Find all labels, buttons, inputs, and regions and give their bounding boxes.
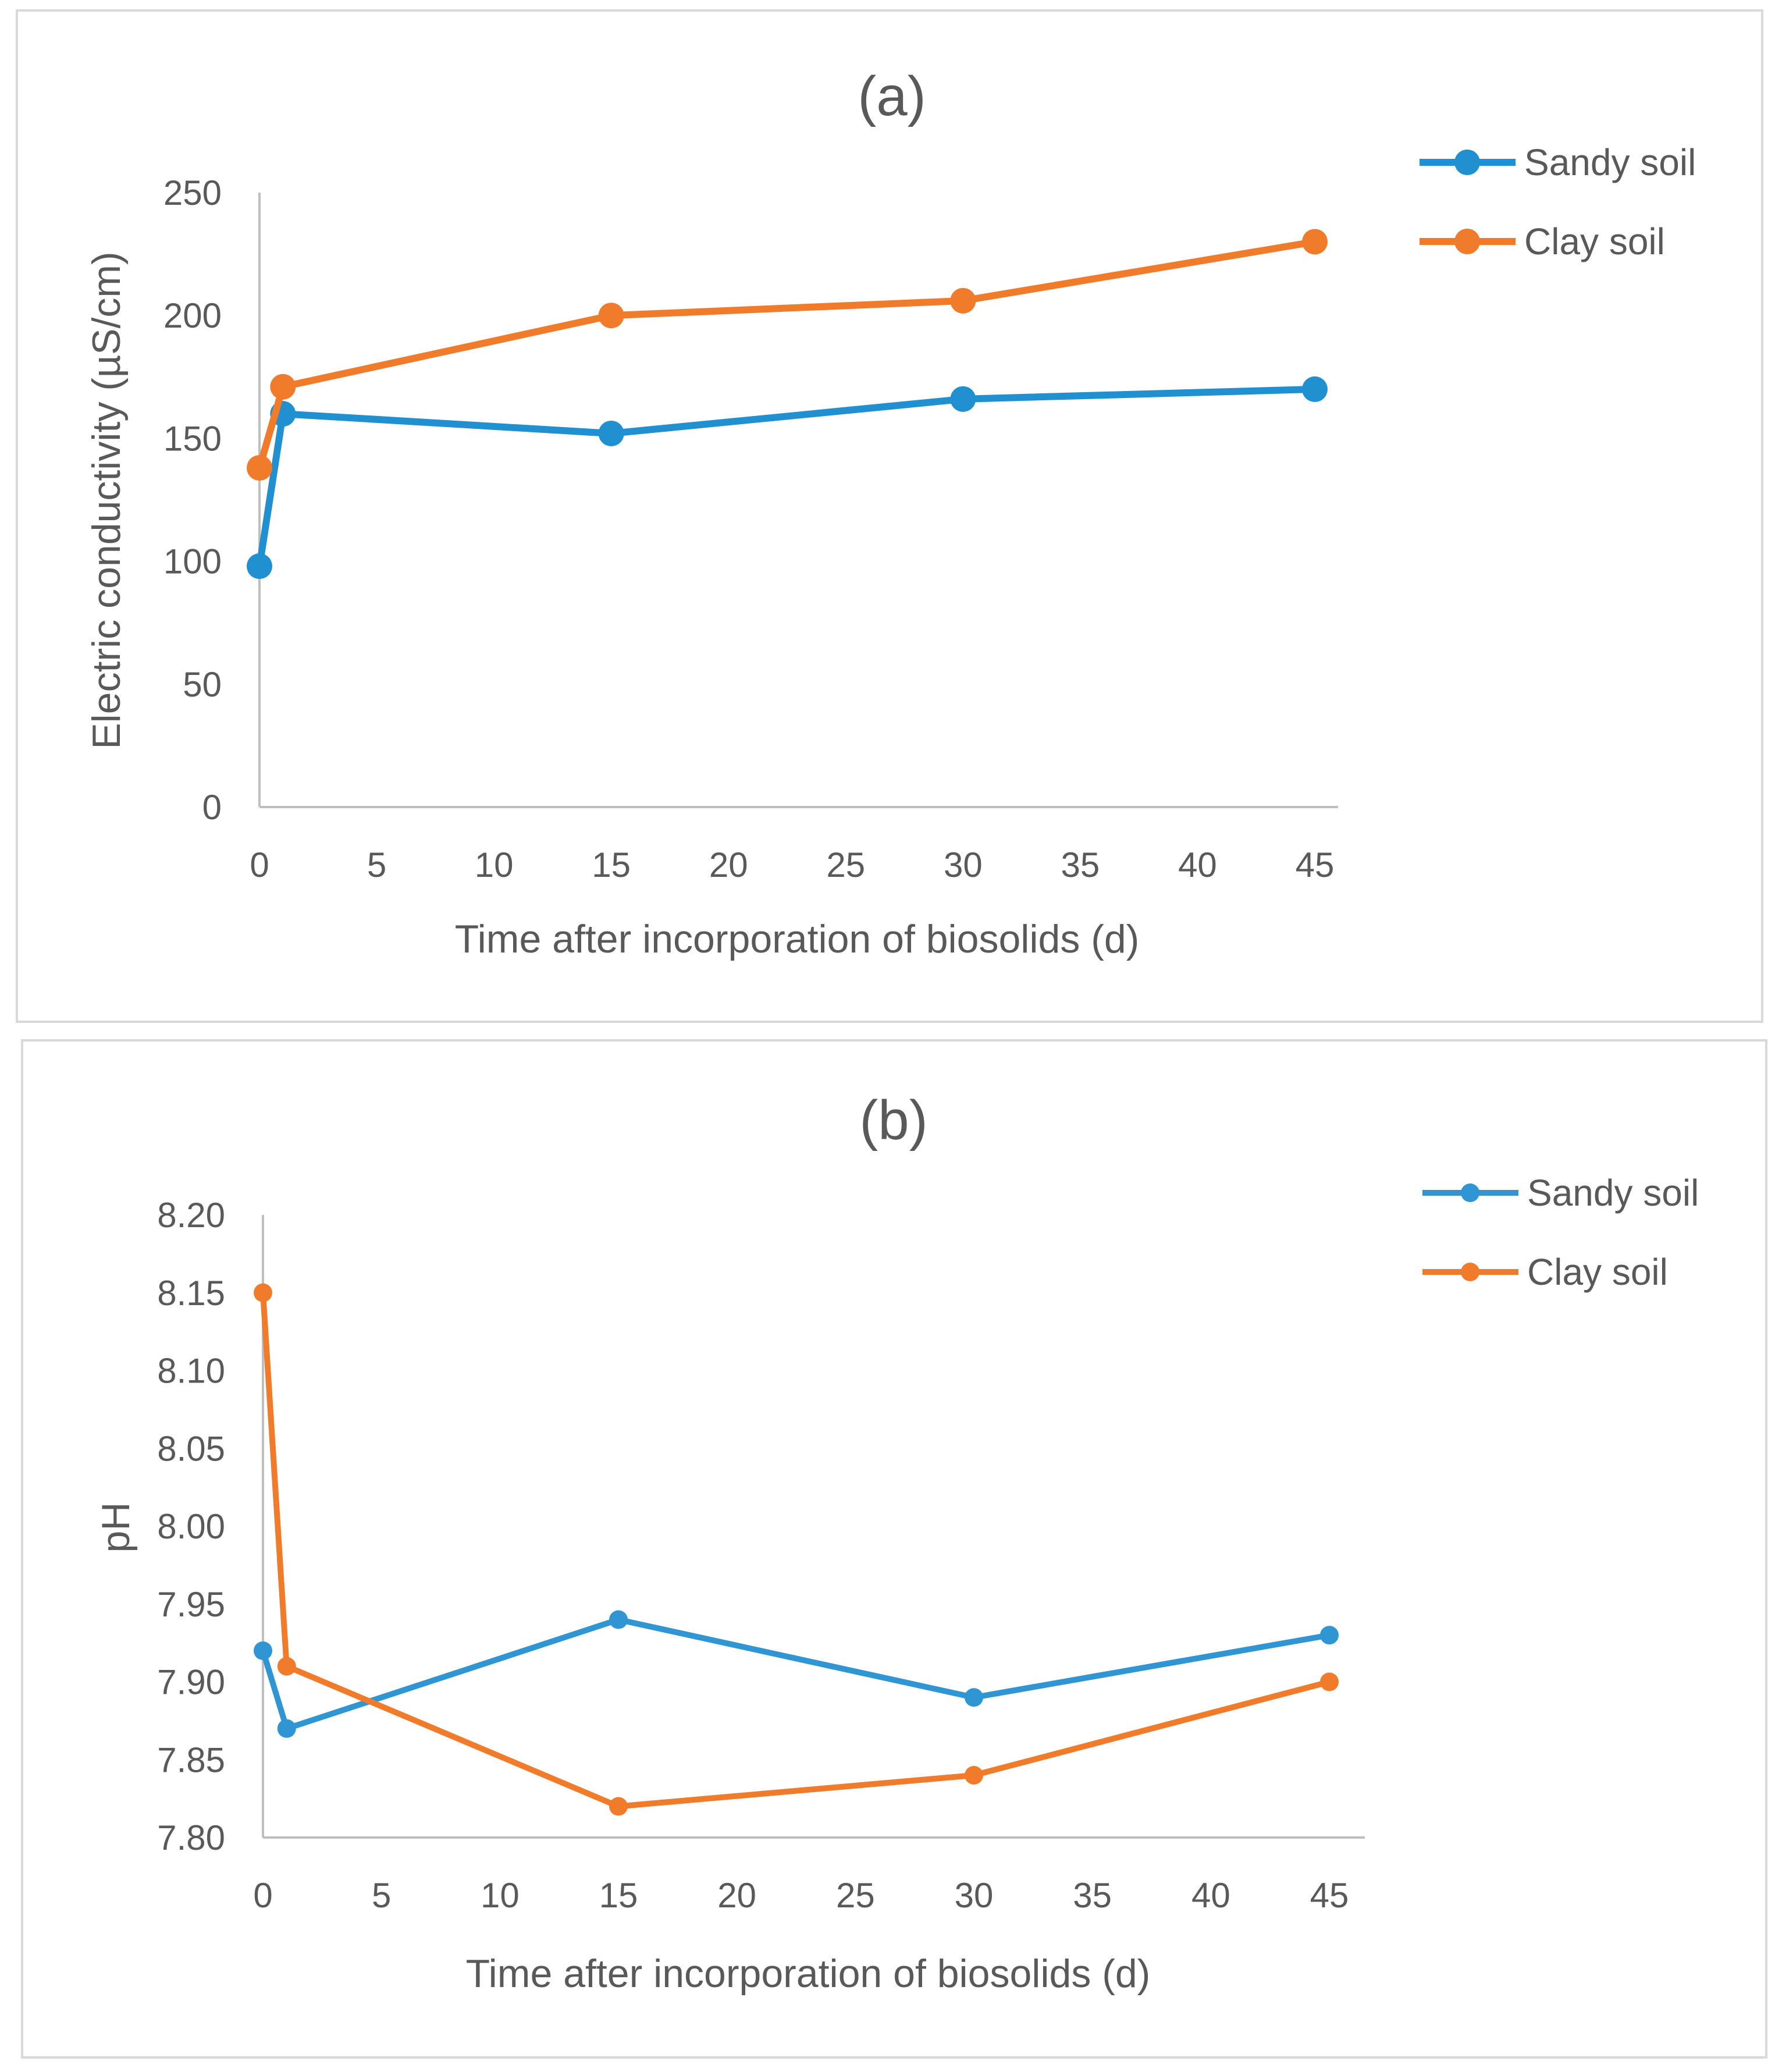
series-line-0	[256, 385, 1318, 570]
chart-title: (b)	[859, 1089, 927, 1151]
data-point	[950, 386, 976, 412]
x-tick-label: 10	[481, 1876, 520, 1915]
data-point	[598, 303, 624, 329]
y-tick-label: 0	[202, 788, 222, 827]
data-point	[609, 1610, 628, 1629]
x-tick-label: 20	[717, 1876, 756, 1915]
x-tick-label: 40	[1191, 1876, 1230, 1915]
legend-marker	[1461, 1263, 1479, 1281]
y-tick-label: 7.80	[157, 1818, 225, 1857]
y-tick-label: 8.10	[157, 1352, 225, 1391]
x-tick-label: 35	[1061, 845, 1100, 884]
x-tick-label: 25	[826, 845, 865, 884]
y-tick-label: 7.90	[157, 1663, 225, 1702]
x-tick-label: 20	[709, 845, 748, 884]
legend-marker	[1454, 229, 1480, 254]
legend-marker	[1454, 150, 1480, 175]
x-tick-label: 0	[250, 845, 269, 884]
data-point	[1320, 1626, 1339, 1645]
y-tick-label: 7.85	[157, 1740, 225, 1779]
x-axis-title: Time after incorporation of biosolids (d…	[466, 1952, 1151, 1996]
y-tick-label: 250	[163, 173, 222, 212]
data-point	[950, 287, 976, 314]
data-point	[247, 455, 272, 481]
data-point	[270, 374, 296, 400]
data-point	[598, 420, 624, 446]
y-tick-label: 8.20	[157, 1196, 225, 1235]
x-tick-label: 0	[253, 1876, 272, 1915]
data-point	[1302, 376, 1328, 402]
legend-label: Clay soil	[1527, 1251, 1668, 1293]
x-tick-label: 25	[836, 1876, 875, 1915]
data-point	[254, 1641, 272, 1660]
y-tick-label: 8.05	[157, 1429, 225, 1468]
y-tick-label: 8.15	[157, 1274, 225, 1313]
x-tick-label: 40	[1178, 845, 1217, 884]
x-axis-title: Time after incorporation of biosolids (d…	[455, 917, 1140, 961]
x-tick-label: 5	[372, 1876, 391, 1915]
y-axis-title: pH	[94, 1502, 138, 1553]
data-point	[609, 1797, 628, 1816]
legend-marker	[1461, 1184, 1479, 1202]
y-tick-label: 150	[163, 419, 222, 458]
y-axis-title: Electric conductivity (µS/cm)	[84, 251, 129, 749]
series-line-1	[260, 1289, 1332, 1810]
legend-label: Sandy soil	[1524, 141, 1696, 183]
y-tick-label: 7.95	[157, 1585, 225, 1624]
legend-label: Sandy soil	[1527, 1172, 1699, 1214]
chart-b-svg: (b) 7.80 7.85 7.90 7.95 8.00 8.05 8.10 8.15 8.20 0…	[94, 1089, 1699, 1996]
x-tick-label: 5	[367, 845, 386, 884]
x-tick-label: 30	[944, 845, 983, 884]
y-tick-label: 200	[163, 296, 222, 335]
data-point	[965, 1688, 983, 1707]
y-tick-label: 8.00	[157, 1507, 225, 1546]
x-tick-label: 10	[475, 845, 514, 884]
x-tick-label: 15	[599, 1876, 638, 1915]
y-tick-label: 100	[163, 542, 222, 581]
data-point	[254, 1283, 272, 1302]
data-point	[277, 1719, 296, 1738]
series-line-1	[256, 238, 1318, 472]
x-tick-label: 30	[955, 1876, 994, 1915]
y-tick-label: 50	[183, 665, 222, 704]
chart-a-svg: (a) 0 50 100 150 200 250 0 5 10 15 20 25 30 35 40 45 Time…	[84, 65, 1696, 961]
x-tick-label: 35	[1073, 1876, 1112, 1915]
legend-label: Clay soil	[1524, 221, 1665, 262]
chart-panel-b: (b) 7.80 7.85 7.90 7.95 8.00 8.05 8.10 8.15 8.20 0…	[21, 1039, 1767, 2059]
data-point	[247, 553, 272, 580]
data-point	[965, 1766, 983, 1785]
data-point	[277, 1657, 296, 1676]
x-tick-label: 45	[1296, 845, 1335, 884]
x-tick-label: 15	[592, 845, 631, 884]
x-tick-label: 45	[1310, 1876, 1349, 1915]
series-line-0	[260, 1616, 1332, 1732]
chart-panel-a: (a) 0 50 100 150 200 250 0 5 10 15 20 25 30 35 40 45 Time…	[16, 9, 1763, 1023]
data-point	[1302, 229, 1328, 255]
chart-title: (a)	[858, 65, 926, 127]
data-point	[1320, 1672, 1339, 1691]
